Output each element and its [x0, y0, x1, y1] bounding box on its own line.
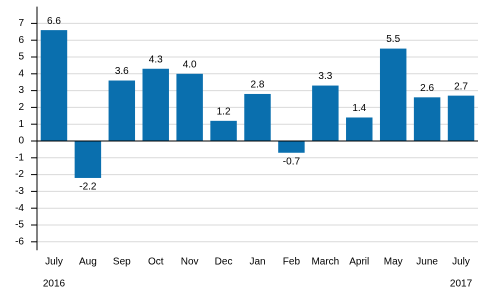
value-label: -2.2	[79, 182, 97, 193]
x-tick-label: July	[452, 257, 470, 268]
y-tick-label: -4	[15, 203, 24, 214]
y-tick-label: 5	[18, 52, 24, 63]
bar	[74, 141, 102, 178]
value-label: 4.0	[183, 59, 197, 70]
y-tick-label: -1	[15, 152, 24, 163]
value-label: 3.3	[318, 71, 332, 82]
bar	[40, 30, 68, 141]
value-label: 2.8	[251, 80, 265, 91]
bar	[108, 80, 136, 141]
value-label: -0.7	[283, 156, 301, 167]
x-tick-label: May	[384, 257, 403, 268]
year-label: 2017	[450, 279, 473, 290]
y-tick-label: 0	[18, 136, 24, 147]
y-tick-label: 3	[18, 85, 24, 96]
y-tick-label: 6	[18, 35, 24, 46]
bar	[379, 48, 407, 141]
bar	[244, 93, 271, 141]
x-tick-label: Jan	[249, 257, 265, 268]
x-tick-label: Oct	[148, 257, 164, 268]
bar	[210, 120, 237, 141]
x-tick-label: April	[349, 257, 369, 268]
year-label: 2016	[43, 279, 66, 290]
y-tick-label: 1	[18, 119, 24, 130]
x-tick-label: June	[416, 257, 438, 268]
y-tick-label: 4	[18, 68, 24, 79]
value-label: 3.6	[115, 66, 129, 77]
bar	[413, 97, 441, 141]
x-tick-label: Aug	[79, 257, 97, 268]
value-label: 4.3	[149, 54, 163, 65]
y-tick-label: 2	[18, 102, 24, 113]
value-label: 5.5	[386, 34, 400, 45]
y-tick-label: -2	[15, 169, 24, 180]
x-tick-label: Dec	[215, 257, 233, 268]
bar	[278, 141, 305, 153]
y-tick-label: -5	[15, 220, 24, 231]
x-tick-label: March	[311, 257, 339, 268]
y-tick-label: -6	[15, 236, 24, 247]
value-label: 2.6	[420, 83, 434, 94]
bar	[176, 73, 203, 141]
x-tick-label: Nov	[181, 257, 199, 268]
y-tick-label: -3	[15, 186, 24, 197]
x-tick-label: Sep	[113, 257, 131, 268]
bar	[142, 68, 169, 141]
x-tick-label: July	[45, 257, 63, 268]
x-tick-label: Feb	[283, 257, 301, 268]
bar	[346, 117, 373, 141]
bar	[312, 85, 339, 141]
value-label: 2.7	[454, 81, 468, 92]
value-label: 1.2	[217, 106, 231, 117]
value-label: 6.6	[47, 16, 61, 27]
bar	[447, 95, 475, 141]
value-label: 1.4	[352, 103, 366, 114]
y-tick-label: 7	[18, 18, 24, 29]
